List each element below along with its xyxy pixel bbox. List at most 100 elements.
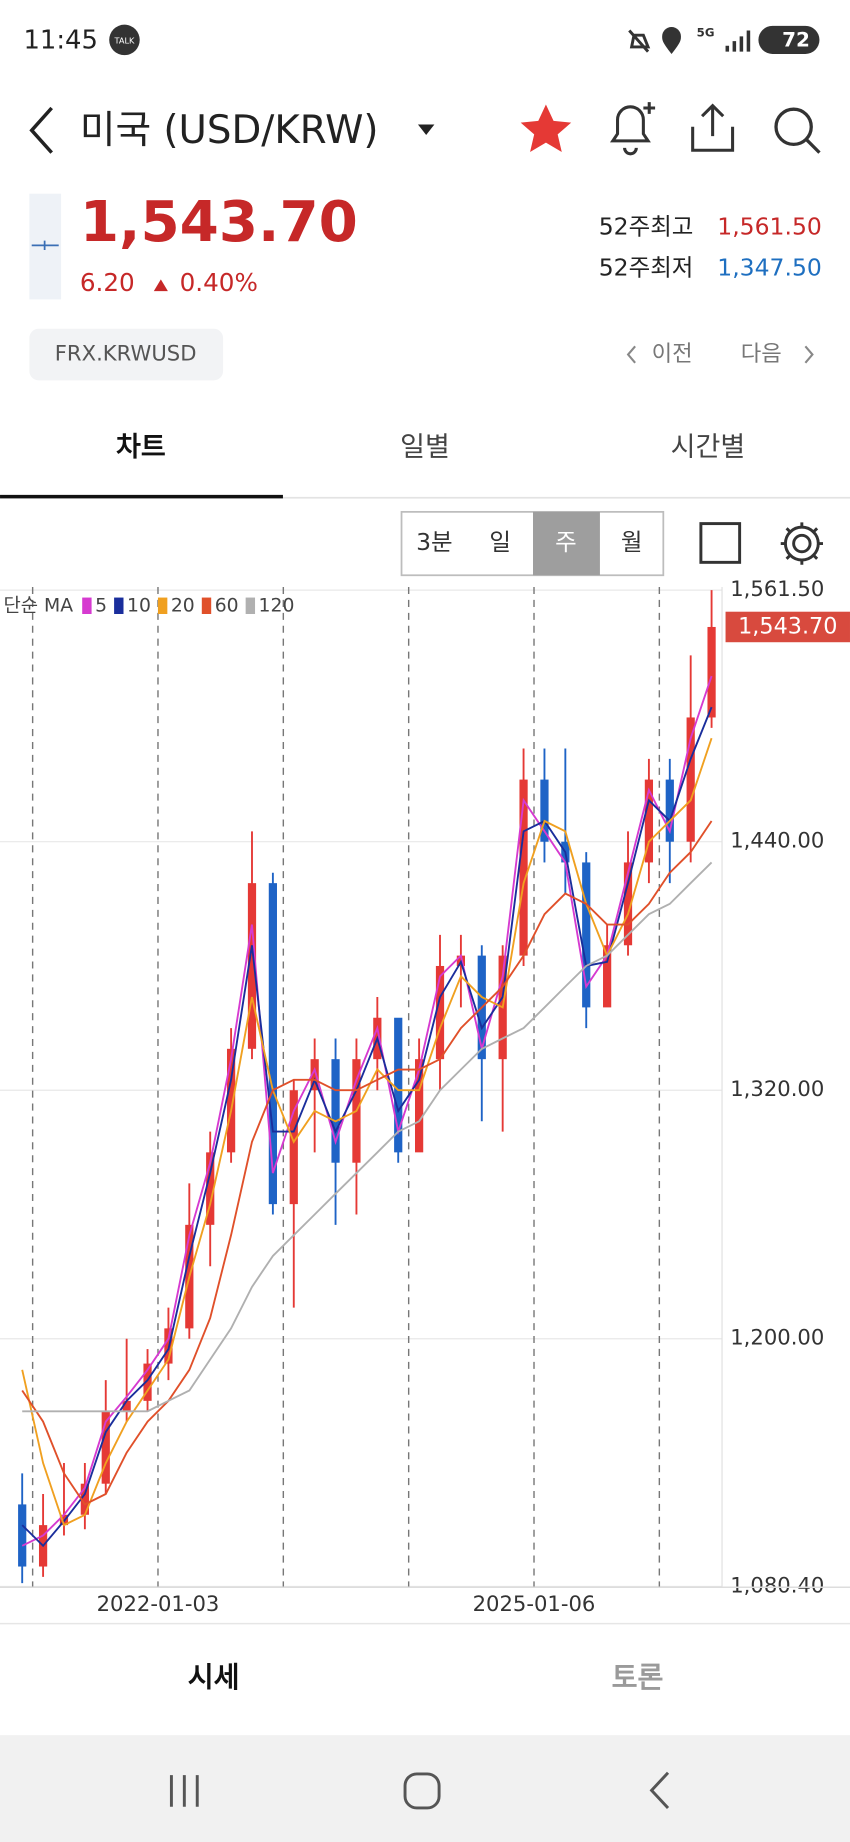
page-title[interactable]: 미국 (USD/KRW) [80,108,379,153]
high-label: 52주최고 [599,212,694,240]
period-button[interactable]: 월 [621,528,643,556]
talk-icon [109,24,140,56]
high-value: 1,561.50 [717,212,822,240]
candle-body [686,717,695,842]
period-selected [533,511,600,576]
price-change: 6.20 [80,268,135,297]
tab[interactable]: 차트 [116,432,166,463]
battery-level: 72 [782,28,810,52]
next-button[interactable]: 다음 [741,341,782,367]
current-price-label: 1,543.70 [738,613,837,639]
legend-swatch [157,597,168,614]
search-button[interactable] [774,107,821,154]
candle-body [603,945,612,1008]
candle-body [80,1483,89,1515]
candle-body [623,862,633,946]
period-selector [400,510,665,577]
y-tick-label: 1,320.00 [730,1076,824,1101]
x-tick-label: 2022-01-03 [97,1591,220,1616]
nav-bar [0,1735,850,1842]
code-chip [29,328,224,381]
next-arrow[interactable] [804,345,814,364]
candle-body [122,1400,131,1412]
candle-body [707,626,716,718]
nav-back[interactable] [649,1771,670,1809]
low-label: 52주최저 [599,253,694,281]
status-time: 11:45 [23,26,97,56]
legend-label: 60 [215,595,239,616]
tab[interactable]: 시간별 [671,432,746,463]
legend-label: 10 [127,595,151,616]
y-tick-label: 1,440.00 [730,828,824,853]
alert-button[interactable] [609,102,656,156]
candle-body [310,1059,319,1091]
candle-body [268,883,277,1205]
legend-swatch [245,597,256,614]
period-button[interactable]: 3분 [416,528,453,556]
current-price-tag [725,611,850,643]
ma-line [21,737,713,1527]
bottom-tab[interactable]: 토론 [612,1661,664,1694]
location-icon [662,27,681,55]
y-tick-label: 1,561.50 [730,576,824,601]
up-arrow [153,279,168,292]
dropdown-icon[interactable] [417,124,435,136]
candle-body [143,1363,152,1401]
candle-body [101,1411,110,1484]
bottom-tab[interactable]: 시세 [188,1661,240,1694]
mini-chart-mark [31,240,59,251]
y-tick-label: 1,080.40 [730,1572,824,1597]
y-tick-label: 1,200.00 [730,1325,824,1350]
candle-body [394,1017,403,1153]
nav-home[interactable] [403,1772,441,1810]
nav-recent[interactable] [169,1775,199,1807]
legend-swatch [82,597,92,614]
current-price: 1,543.70 [80,190,358,255]
settings-button[interactable] [780,522,823,565]
network-label: 5G [697,25,715,39]
candle-body [289,1090,298,1205]
candle-body [415,1059,424,1153]
candle-body [206,1152,215,1225]
legend-label: 120 [259,595,295,616]
candle-body [665,779,674,842]
legend-title: 단순 MA [4,594,74,616]
candle-body [331,1059,340,1163]
period-button[interactable]: 주 [555,528,577,556]
favorite-star[interactable] [520,104,572,153]
candle-body [582,862,591,1008]
tab[interactable]: 일별 [400,432,450,463]
ma-line [22,861,713,1413]
signal-icon [725,30,751,52]
ma-line [21,675,713,1547]
legend-label: 5 [95,595,107,616]
mute-icon [628,29,651,53]
candle-body [519,779,528,956]
price-change-pct: 0.40% [180,268,258,297]
legend-swatch [201,597,212,614]
prev-arrow[interactable] [626,345,636,364]
ma-line [21,820,713,1506]
code-label: FRX.KRWUSD [55,341,197,366]
candle-body [226,1048,236,1153]
x-tick-label: 2025-01-06 [473,1591,596,1616]
candle-body [644,779,654,863]
ma-line [21,706,713,1548]
fullscreen-button[interactable] [699,522,742,564]
legend-label: 20 [171,595,195,616]
legend-swatch [114,597,124,614]
battery-icon [758,25,820,55]
prev-button[interactable]: 이전 [652,341,693,367]
back-button[interactable] [29,106,53,154]
low-value: 1,347.50 [717,253,822,281]
talk-label: TALK [113,36,135,46]
candle-body [540,779,549,842]
chart: 1,080.40 1,200.00 1,320.00 1,440.00 1,561.50… [0,576,850,1616]
candle-body [435,965,445,1060]
share-button[interactable] [691,103,735,152]
period-button[interactable]: 일 [489,528,511,556]
candle-body [247,883,257,1049]
candle-body [18,1504,27,1567]
